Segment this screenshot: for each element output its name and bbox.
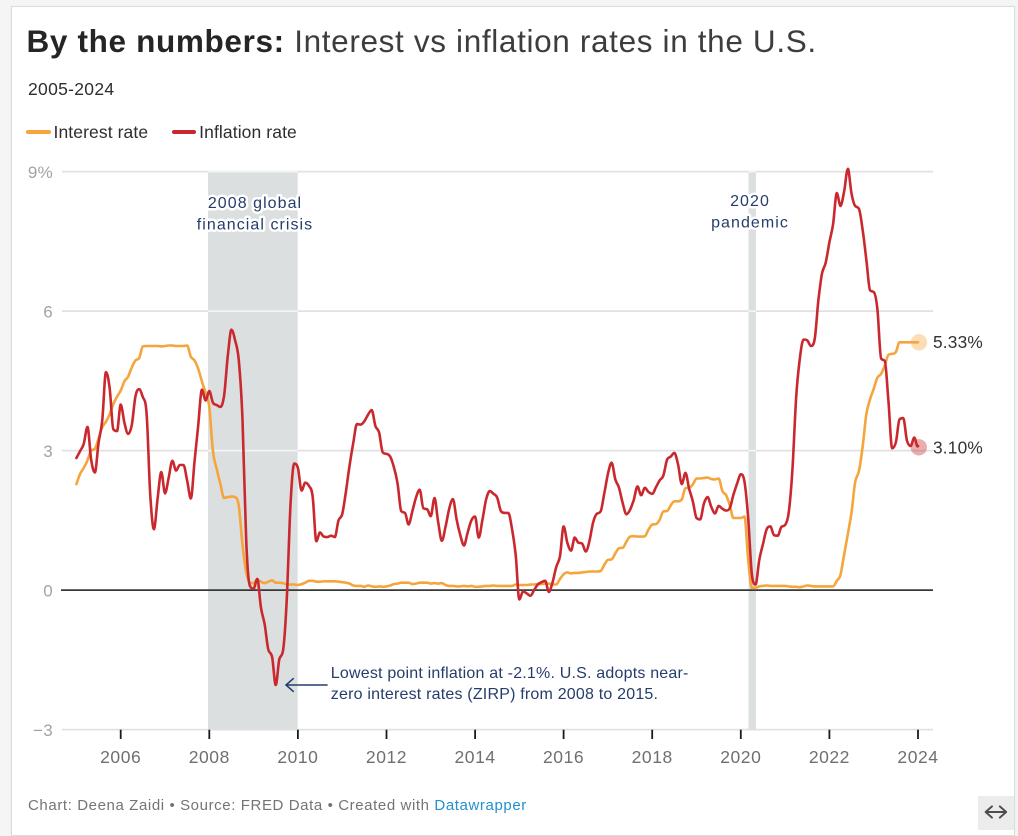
svg-text:2008: 2008 (189, 747, 230, 767)
svg-text:2008 global: 2008 global (208, 195, 302, 212)
svg-text:2014: 2014 (455, 747, 496, 767)
svg-text:2006: 2006 (100, 747, 141, 767)
svg-text:−3: −3 (33, 721, 53, 740)
svg-text:0: 0 (43, 582, 53, 601)
svg-text:2010: 2010 (277, 747, 318, 767)
svg-text:3: 3 (43, 442, 53, 461)
svg-text:6: 6 (43, 303, 53, 322)
svg-text:2020: 2020 (720, 747, 761, 767)
svg-text:zero interest rates (ZIRP) fro: zero interest rates (ZIRP) from 2008 to … (331, 686, 658, 703)
svg-text:2012: 2012 (366, 747, 407, 767)
svg-text:2024: 2024 (897, 747, 938, 767)
svg-text:Lowest point inflation at -2.1: Lowest point inflation at -2.1%. U.S. ad… (331, 665, 689, 682)
svg-text:2016: 2016 (543, 747, 584, 767)
svg-text:5.33%: 5.33% (933, 332, 983, 352)
svg-text:2018: 2018 (632, 747, 673, 767)
svg-text:2022: 2022 (809, 747, 850, 767)
svg-text:financial crisis: financial crisis (197, 217, 313, 234)
svg-text:3.10%: 3.10% (933, 437, 983, 457)
svg-text:9%: 9% (28, 163, 53, 182)
svg-text:2020: 2020 (730, 193, 770, 210)
svg-text:pandemic: pandemic (711, 215, 789, 232)
